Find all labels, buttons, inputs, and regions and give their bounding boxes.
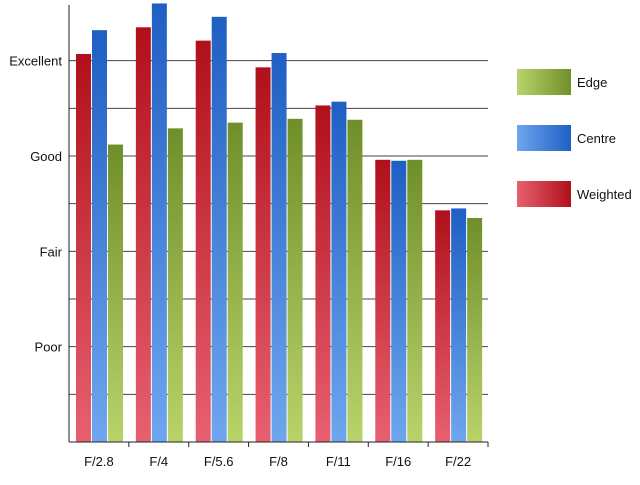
x-tick-label: F/11: [326, 454, 351, 469]
y-tick-label: Excellent: [9, 54, 62, 69]
legend-label-weighted: Weighted: [577, 187, 632, 202]
bar-weighted-6: [435, 210, 451, 442]
x-tick-label: F/2.8: [84, 454, 114, 469]
bar-weighted-3: [255, 67, 271, 442]
bar-centre-5: [391, 160, 407, 442]
bar-edge-1: [167, 128, 183, 442]
bar-centre-4: [331, 101, 347, 442]
legend: Edge Centre Weighted: [517, 69, 632, 207]
bar-edge-4: [347, 119, 363, 443]
bars: [76, 3, 483, 443]
bar-weighted-0: [76, 53, 91, 442]
bar-centre-2: [211, 16, 227, 443]
axes: [68, 5, 489, 447]
bar-weighted-4: [315, 105, 331, 443]
legend-label-edge: Edge: [577, 75, 607, 90]
bar-centre-6: [451, 208, 467, 442]
legend-swatch-weighted: [517, 181, 571, 207]
y-axis-labels: Poor Fair Good Excellent: [9, 54, 62, 355]
legend-label-centre: Centre: [577, 131, 616, 146]
bar-edge-2: [227, 122, 243, 442]
bar-weighted-1: [135, 27, 151, 443]
legend-swatch-centre: [517, 125, 571, 151]
bar-centre-1: [151, 3, 167, 442]
y-tick-label: Poor: [35, 340, 63, 355]
y-tick-label: Fair: [40, 244, 63, 259]
bar-weighted-5: [375, 159, 391, 442]
x-tick-label: F/16: [385, 454, 411, 469]
bar-edge-3: [287, 118, 303, 442]
x-axis-labels: F/2.8 F/4 F/5.6 F/8 F/11 F/16 F/22: [84, 454, 471, 469]
x-tick-label: F/5.6: [204, 454, 234, 469]
bar-edge-5: [407, 159, 423, 442]
bar-edge-0: [108, 144, 123, 442]
bar-edge-6: [467, 217, 483, 442]
x-tick-label: F/4: [149, 454, 168, 469]
y-tick-label: Good: [30, 149, 62, 164]
bar-centre-3: [271, 53, 287, 442]
x-tick-label: F/22: [445, 454, 471, 469]
bar-centre-0: [92, 30, 107, 442]
bar-weighted-2: [195, 40, 211, 442]
legend-swatch-edge: [517, 69, 571, 95]
x-tick-label: F/8: [269, 454, 288, 469]
